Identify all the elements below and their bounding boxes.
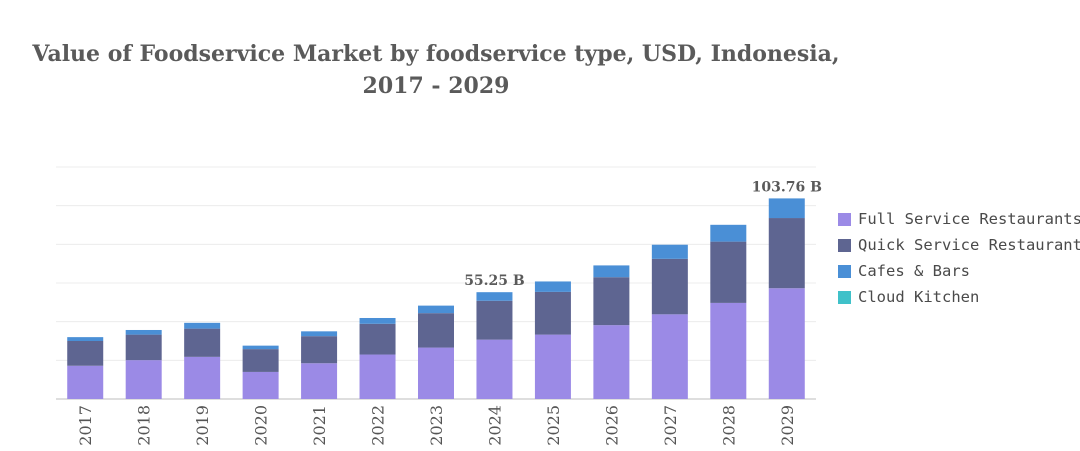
bar-segment-cafes-bars-2021 — [301, 331, 338, 337]
bar-segment-full-service-restaurants-2029 — [768, 288, 805, 399]
bar-segment-quick-service-restaurants-2025 — [534, 291, 571, 335]
bar-segment-quick-service-restaurants-2017 — [67, 341, 104, 366]
bar-segment-quick-service-restaurants-2024 — [476, 300, 513, 340]
x-tick-label-2026: 2026 — [602, 405, 621, 446]
bar-segment-full-service-restaurants-2018 — [125, 360, 162, 399]
bar-segment-cafes-bars-2018 — [125, 329, 162, 335]
bar-segment-quick-service-restaurants-2020 — [242, 349, 279, 372]
bar-segment-quick-service-restaurants-2019 — [184, 328, 221, 357]
bar-segment-quick-service-restaurants-2018 — [125, 334, 162, 361]
bar-segment-full-service-restaurants-2020 — [242, 371, 279, 399]
bar-segment-cafes-bars-2019 — [184, 322, 221, 329]
legend-item-quick-service: Quick Service Restaurants — [838, 232, 1080, 258]
x-tick-label-2022: 2022 — [369, 405, 388, 446]
legend-label: Quick Service Restaurants — [858, 236, 1080, 254]
legend-item-cloud-kitchen: Cloud Kitchen — [838, 284, 1080, 310]
x-tick-label-2028: 2028 — [719, 405, 738, 446]
x-tick-label-2027: 2027 — [661, 405, 680, 446]
bar-segment-cafes-bars-2017 — [67, 337, 104, 341]
legend-swatch — [838, 264, 851, 278]
chart-title-line-2: 2017 - 2029 — [362, 73, 510, 99]
bar-segment-quick-service-restaurants-2026 — [593, 277, 630, 326]
bar-segment-quick-service-restaurants-2029 — [768, 218, 805, 289]
data-label-2029: 103.76 B — [752, 179, 822, 195]
bar-segment-cafes-bars-2028 — [710, 224, 747, 242]
legend: Full Service Restaurants Quick Service R… — [838, 206, 1080, 310]
bar-segment-full-service-restaurants-2023 — [418, 347, 454, 399]
x-tick-label-2020: 2020 — [252, 405, 271, 446]
bar-segment-quick-service-restaurants-2027 — [651, 258, 688, 315]
bar-segment-full-service-restaurants-2017 — [67, 365, 104, 399]
legend-swatch — [838, 212, 851, 226]
bar-segment-cafes-bars-2022 — [359, 317, 396, 324]
legend-label: Cloud Kitchen — [858, 288, 980, 306]
bar-segment-full-service-restaurants-2019 — [184, 356, 221, 399]
legend-swatch — [838, 290, 851, 304]
bar-segment-full-service-restaurants-2027 — [651, 314, 688, 399]
bar-segment-full-service-restaurants-2022 — [359, 354, 396, 399]
bar-segment-cafes-bars-2025 — [534, 281, 571, 292]
bar-segment-full-service-restaurants-2024 — [476, 339, 513, 399]
bar-segment-full-service-restaurants-2026 — [593, 325, 630, 399]
bar-segment-quick-service-restaurants-2023 — [418, 313, 454, 348]
x-tick-label-2025: 2025 — [544, 405, 563, 446]
legend-item-full-service: Full Service Restaurants — [838, 206, 1080, 232]
legend-swatch — [838, 238, 851, 252]
bar-segment-full-service-restaurants-2025 — [534, 334, 571, 399]
legend-label: Full Service Restaurants — [858, 210, 1080, 228]
bar-segment-full-service-restaurants-2028 — [710, 302, 747, 399]
bar-segment-cafes-bars-2020 — [242, 345, 279, 350]
legend-label: Cafes & Bars — [858, 262, 970, 280]
bar-segment-quick-service-restaurants-2021 — [301, 336, 338, 364]
chart-title-line-1: Value of Foodservice Market by foodservi… — [32, 41, 840, 67]
bar-segment-cafes-bars-2024 — [476, 292, 513, 301]
bar-segment-cafes-bars-2029 — [768, 198, 805, 219]
x-tick-label-2024: 2024 — [485, 405, 504, 446]
bar-segment-cafes-bars-2027 — [651, 244, 688, 259]
x-tick-label-2029: 2029 — [778, 405, 797, 446]
x-tick-label-2021: 2021 — [310, 405, 329, 446]
legend-item-cafes-bars: Cafes & Bars — [838, 258, 1080, 284]
bar-segment-full-service-restaurants-2021 — [301, 363, 338, 399]
bar-segment-cafes-bars-2026 — [593, 265, 630, 278]
chart-title: Value of Foodservice Market by foodservi… — [0, 38, 872, 102]
x-tick-label-2023: 2023 — [427, 405, 446, 446]
bar-segment-cafes-bars-2023 — [418, 305, 454, 314]
x-tick-label-2017: 2017 — [76, 405, 95, 446]
bar-segment-quick-service-restaurants-2022 — [359, 323, 396, 355]
x-tick-label-2019: 2019 — [193, 405, 212, 446]
data-label-2024: 55.25 B — [464, 273, 525, 289]
bar-segment-quick-service-restaurants-2028 — [710, 241, 747, 303]
x-tick-label-2018: 2018 — [135, 405, 154, 446]
